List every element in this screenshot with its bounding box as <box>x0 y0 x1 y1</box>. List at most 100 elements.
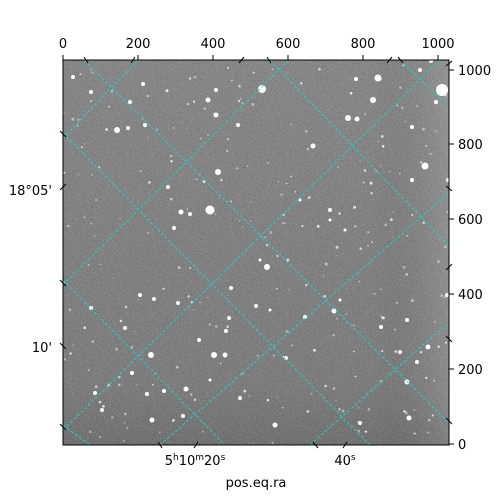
right-tick-label: 800 <box>458 138 483 153</box>
faint-star <box>389 218 393 222</box>
faint-star <box>327 109 329 111</box>
right-tick: 600 <box>449 213 483 228</box>
star <box>149 417 155 423</box>
faint-star <box>137 298 140 301</box>
faint-star <box>364 113 367 116</box>
star <box>188 212 192 216</box>
faint-star <box>170 197 173 201</box>
right-tick-label: 0 <box>458 438 466 453</box>
faint-star <box>285 182 288 185</box>
star <box>406 415 412 421</box>
star <box>143 123 147 127</box>
faint-star <box>338 408 341 411</box>
faint-star <box>444 296 446 299</box>
faint-star <box>147 136 150 139</box>
faint-star <box>371 241 373 244</box>
grid-line <box>63 132 371 445</box>
faint-star <box>301 225 304 228</box>
star <box>213 112 219 118</box>
faint-star <box>248 395 250 397</box>
faint-star <box>246 165 249 168</box>
faint-star <box>162 287 165 290</box>
right-tick: 400 <box>449 288 483 303</box>
grid-line <box>269 60 449 247</box>
faint-star <box>307 196 311 200</box>
star <box>379 325 383 329</box>
faint-star <box>68 308 72 312</box>
faint-star <box>419 351 423 354</box>
faint-star <box>357 429 361 433</box>
top-tick: 1000 <box>421 37 455 60</box>
faint-star <box>373 292 376 296</box>
dec-tick-label: 18°05' <box>9 184 52 199</box>
faint-star <box>419 161 423 164</box>
faint-star <box>282 222 285 225</box>
faint-star <box>266 398 270 402</box>
right-pixel-axis: 0 200 400 600 800 1000 <box>449 64 491 453</box>
faint-star <box>214 325 218 328</box>
faint-star <box>188 307 190 309</box>
faint-star <box>337 166 339 168</box>
faint-star <box>208 323 211 326</box>
star <box>268 308 272 312</box>
faint-star <box>349 91 353 95</box>
faint-star <box>434 321 436 323</box>
star <box>264 264 270 270</box>
faint-star <box>111 416 114 419</box>
faint-star <box>405 411 409 415</box>
faint-star <box>322 275 324 277</box>
star <box>370 97 376 103</box>
faint-star <box>432 379 436 382</box>
faint-star <box>110 90 114 93</box>
grid-line <box>63 60 139 139</box>
faint-star <box>214 213 216 215</box>
faint-star <box>404 121 406 123</box>
star <box>358 421 362 425</box>
faint-star <box>87 369 91 372</box>
faint-star <box>364 430 368 433</box>
faint-star <box>271 441 274 444</box>
faint-star <box>282 213 285 216</box>
faint-star <box>379 165 382 167</box>
faint-star <box>435 101 439 105</box>
top-tick: 800 <box>351 37 375 60</box>
faint-star <box>394 350 398 353</box>
faint-star <box>367 244 369 247</box>
faint-star <box>230 200 232 203</box>
faint-star <box>410 299 414 302</box>
faint-star <box>186 208 188 210</box>
faint-star <box>187 295 190 298</box>
star <box>166 185 170 189</box>
faint-star <box>405 273 408 276</box>
faint-star <box>444 245 447 248</box>
star <box>446 178 449 182</box>
faint-star <box>290 175 293 178</box>
faint-star <box>63 171 66 174</box>
faint-star <box>363 169 367 172</box>
faint-star <box>63 358 66 361</box>
faint-star <box>83 216 86 219</box>
faint-star <box>310 392 313 395</box>
faint-star <box>227 138 229 140</box>
star <box>272 422 278 428</box>
star <box>415 360 419 364</box>
faint-star <box>395 301 398 304</box>
faint-star <box>294 190 297 193</box>
faint-star <box>280 193 283 197</box>
faint-star <box>102 404 105 408</box>
faint-star <box>316 224 320 228</box>
faint-star <box>202 180 206 183</box>
star <box>178 209 184 215</box>
faint-star <box>146 95 149 97</box>
faint-star <box>249 219 252 222</box>
faint-star <box>152 383 154 386</box>
faint-star <box>69 352 72 355</box>
faint-star <box>440 294 444 297</box>
star <box>310 143 316 149</box>
faint-star <box>396 104 399 107</box>
faint-star <box>77 124 79 127</box>
faint-star <box>90 222 93 225</box>
faint-star <box>288 288 290 290</box>
right-tick: 200 <box>449 363 483 378</box>
faint-star <box>338 212 341 215</box>
